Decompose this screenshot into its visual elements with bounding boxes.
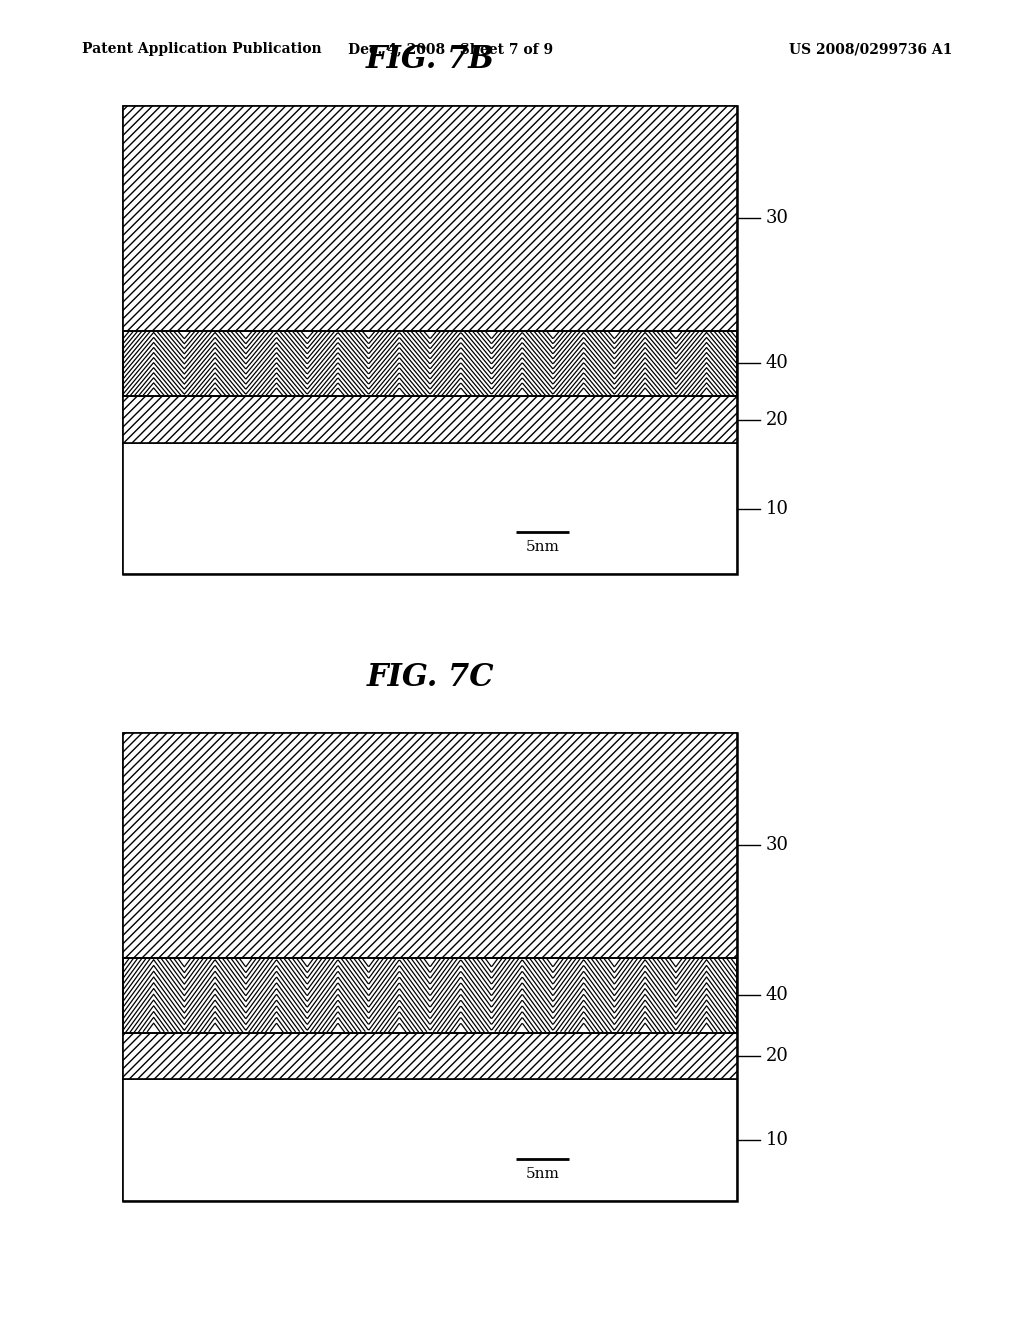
- Bar: [123, 444, 737, 574]
- Text: US 2008/0299736 A1: US 2008/0299736 A1: [788, 42, 952, 57]
- Text: 5nm: 5nm: [525, 540, 560, 554]
- Text: Patent Application Publication: Patent Application Publication: [82, 42, 322, 57]
- Text: Dec. 4, 2008   Sheet 7 of 9: Dec. 4, 2008 Sheet 7 of 9: [348, 42, 553, 57]
- Bar: [123, 106, 737, 574]
- Bar: [123, 106, 737, 330]
- Bar: [123, 330, 737, 396]
- Text: 10: 10: [766, 1131, 788, 1150]
- Bar: [123, 396, 737, 444]
- Bar: [123, 957, 737, 1032]
- Text: 40: 40: [766, 354, 788, 372]
- Bar: [123, 1080, 737, 1201]
- Bar: [123, 957, 737, 1032]
- Text: 30: 30: [766, 209, 788, 227]
- Text: 10: 10: [766, 499, 788, 517]
- Text: 5nm: 5nm: [525, 1167, 560, 1181]
- Bar: [123, 733, 737, 1201]
- Bar: [123, 733, 737, 957]
- Text: 20: 20: [766, 411, 788, 429]
- Bar: [123, 330, 737, 396]
- Text: FIG. 7C: FIG. 7C: [367, 663, 494, 693]
- Text: 30: 30: [766, 836, 788, 854]
- Bar: [123, 1032, 737, 1080]
- Text: 20: 20: [766, 1047, 788, 1065]
- Text: 40: 40: [766, 986, 788, 1005]
- Text: FIG. 7B: FIG. 7B: [366, 45, 495, 75]
